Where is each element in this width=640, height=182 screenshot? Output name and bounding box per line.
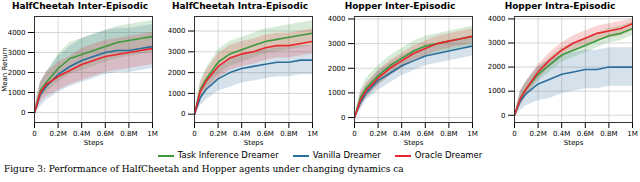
svg-text:0.2M: 0.2M [50,130,67,138]
svg-text:0.6M: 0.6M [577,130,594,138]
svg-text:0: 0 [512,130,516,138]
svg-text:0: 0 [341,114,345,122]
svg-text:0.2M: 0.2M [210,130,227,138]
svg-text:0.4M: 0.4M [73,130,90,138]
svg-text:4000: 4000 [488,15,506,23]
html-text:Hopper Intra-Episodic: Hopper Intra-Episodic [504,1,616,11]
svg-text:3000: 3000 [8,49,26,57]
svg-text:2000: 2000 [8,69,26,77]
svg-text:0.2M: 0.2M [370,130,387,138]
svg-text:2000: 2000 [168,69,186,77]
svg-text:1M: 1M [467,130,478,138]
svg-text:Steps: Steps [84,139,104,147]
svg-text:2000: 2000 [488,63,506,71]
html-text:Figure 3: Performance of HalfC: Figure 3: Performance of HalfCheetah and… [4,164,404,174]
svg-text:1M: 1M [307,130,318,138]
html-text:HalfCheetah Inter-Episodic: HalfCheetah Inter-Episodic [11,1,149,11]
svg-text:1000: 1000 [328,89,346,97]
svg-text:0.8M: 0.8M [280,130,297,138]
svg-text:3000: 3000 [328,40,346,48]
svg-text:Steps: Steps [404,139,424,147]
svg-text:0: 0 [32,130,36,138]
svg-text:4000: 4000 [8,29,26,37]
svg-text:Steps: Steps [244,139,264,147]
svg-text:0.6M: 0.6M [417,130,434,138]
svg-text:3000: 3000 [488,39,506,47]
svg-text:3000: 3000 [168,48,186,56]
svg-text:0.4M: 0.4M [233,130,250,138]
svg-text:0.8M: 0.8M [440,130,457,138]
svg-text:1000: 1000 [168,90,186,98]
svg-text:1M: 1M [147,130,158,138]
svg-text:0.2M: 0.2M [530,130,547,138]
svg-text:0.6M: 0.6M [97,130,114,138]
svg-text:0: 0 [21,109,25,117]
svg-text:0.8M: 0.8M [120,130,137,138]
svg-text:0.8M: 0.8M [600,130,617,138]
svg-text:0: 0 [352,130,356,138]
svg-text:1000: 1000 [8,89,26,97]
svg-text:4000: 4000 [328,15,346,23]
svg-text:0.4M: 0.4M [393,130,410,138]
html-text:Hopper Inter-Episodic: Hopper Inter-Episodic [344,1,456,11]
svg-text:2000: 2000 [328,65,346,73]
html-text:Oracle Dreamer: Oracle Dreamer [414,150,483,160]
svg-text:0: 0 [192,130,196,138]
svg-text:Steps: Steps [564,139,584,147]
svg-text:1000: 1000 [488,87,506,95]
svg-text:Mean Return: Mean Return [1,47,9,92]
html-text:Vanilla Dreamer: Vanilla Dreamer [312,150,381,160]
svg-text:4000: 4000 [168,27,186,35]
svg-text:0: 0 [501,112,505,120]
svg-text:0: 0 [181,110,185,118]
svg-text:1M: 1M [627,130,638,138]
svg-text:0.4M: 0.4M [553,130,570,138]
svg-text:0.6M: 0.6M [257,130,274,138]
html-text:HalfCheetah Intra-Episodic: HalfCheetah Intra-Episodic [171,1,309,11]
html-text:Task Inference Dreamer: Task Inference Dreamer [177,150,279,160]
